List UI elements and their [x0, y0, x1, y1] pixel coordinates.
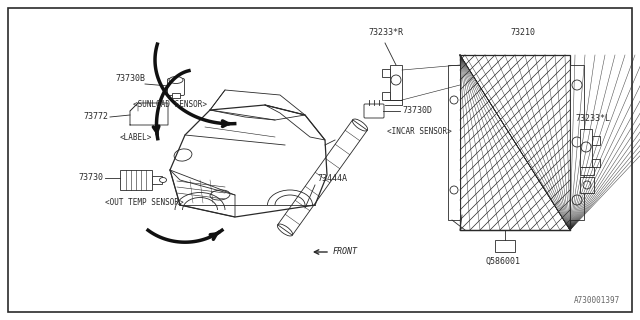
- Text: 73730: 73730: [78, 172, 103, 181]
- Bar: [460, 55, 570, 230]
- Text: 73233*L: 73233*L: [575, 114, 610, 123]
- Text: A730001397: A730001397: [573, 296, 620, 305]
- Bar: [390, 65, 402, 100]
- Text: Q586001: Q586001: [485, 257, 520, 266]
- Bar: [592, 159, 600, 167]
- Circle shape: [583, 181, 591, 189]
- Text: <OUT TEMP SENSOR>: <OUT TEMP SENSOR>: [105, 198, 184, 207]
- Bar: [382, 92, 390, 100]
- Bar: [580, 167, 594, 175]
- Circle shape: [391, 75, 401, 85]
- Bar: [152, 176, 162, 184]
- Bar: [495, 240, 515, 252]
- Bar: [120, 170, 152, 190]
- Text: <LABEL>: <LABEL>: [120, 133, 152, 142]
- Text: 73772: 73772: [83, 111, 108, 121]
- Text: <INCAR SENSOR>: <INCAR SENSOR>: [387, 127, 452, 136]
- Bar: [580, 129, 592, 167]
- Text: 73730D: 73730D: [402, 106, 432, 115]
- Circle shape: [572, 137, 582, 147]
- Text: FRONT: FRONT: [333, 247, 358, 257]
- Bar: [592, 136, 600, 145]
- Bar: [448, 65, 460, 220]
- Ellipse shape: [169, 76, 183, 84]
- Text: 73444A: 73444A: [317, 174, 347, 183]
- Circle shape: [572, 80, 582, 90]
- Circle shape: [450, 96, 458, 104]
- Text: 73210: 73210: [510, 28, 535, 37]
- Text: <SUNLOAD SENSOR>: <SUNLOAD SENSOR>: [133, 100, 207, 109]
- FancyBboxPatch shape: [172, 93, 180, 98]
- Bar: [570, 65, 584, 220]
- FancyBboxPatch shape: [168, 78, 184, 95]
- Text: 73730B: 73730B: [115, 74, 145, 83]
- Text: 73233*R: 73233*R: [368, 28, 403, 37]
- FancyBboxPatch shape: [364, 104, 384, 118]
- Circle shape: [572, 195, 582, 205]
- Circle shape: [581, 142, 591, 152]
- Ellipse shape: [159, 178, 166, 182]
- Circle shape: [450, 186, 458, 194]
- Bar: [382, 69, 390, 77]
- Bar: [580, 177, 594, 193]
